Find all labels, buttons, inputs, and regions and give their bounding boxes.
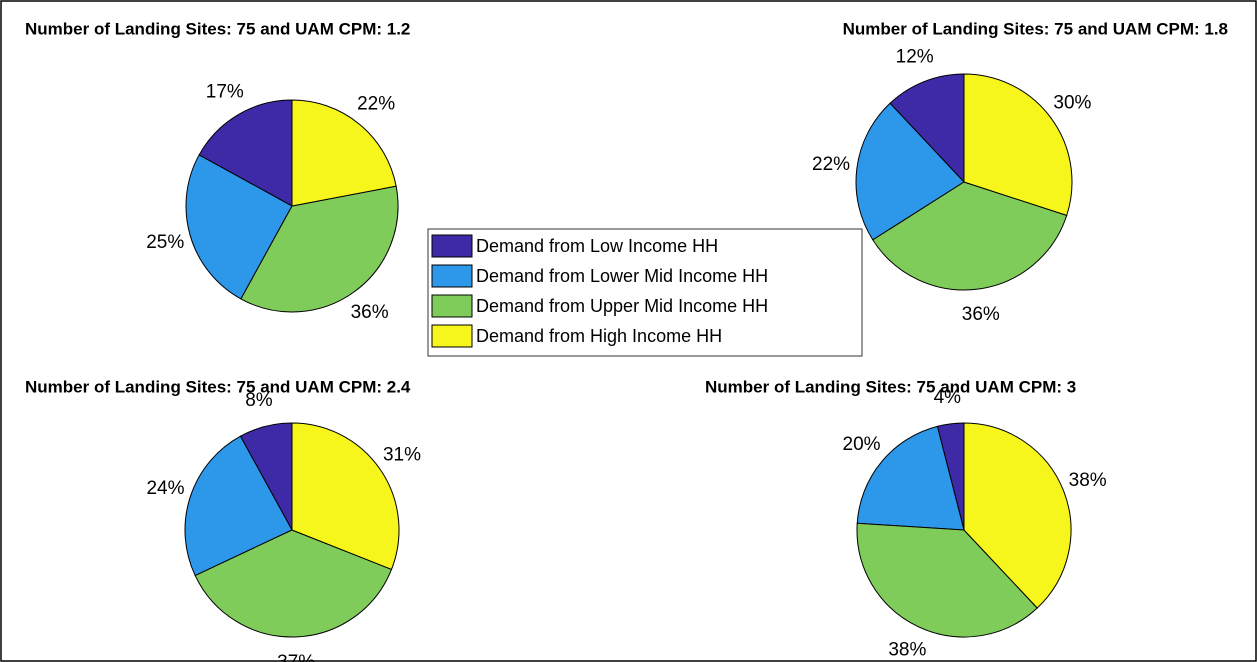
chart-title: Number of Landing Sites: 75 and UAM CPM:… (25, 377, 411, 396)
slice-label: 37% (277, 652, 315, 662)
slice-label: 17% (206, 81, 244, 102)
slice-label: 36% (962, 304, 1000, 325)
slice-label: 22% (357, 93, 395, 114)
slice-label: 31% (383, 444, 421, 465)
slice-label: 22% (812, 154, 850, 175)
slice-label: 30% (1053, 92, 1091, 113)
pie-slice (856, 522, 1038, 638)
pie-slice (855, 102, 965, 241)
legend-label: Demand from Low Income HH (476, 236, 718, 256)
slice-label: 8% (245, 390, 273, 411)
legend-swatch (431, 294, 473, 318)
slice-label: 20% (843, 434, 881, 455)
legend-box (427, 228, 863, 357)
slice-label: 12% (896, 46, 934, 67)
legend-swatch (431, 234, 473, 258)
pie-slice (291, 99, 397, 207)
legend-swatch (431, 324, 473, 348)
pie-slice (889, 73, 965, 184)
pie-slice (184, 435, 293, 577)
pie-slice (198, 99, 293, 207)
pie-slice (872, 181, 1068, 291)
slice-label: 4% (934, 387, 962, 408)
legend-swatch (431, 264, 473, 288)
slice-label: 24% (146, 478, 184, 499)
pie-slice (963, 422, 1072, 609)
pie-slice (291, 422, 400, 571)
slice-label: 25% (146, 232, 184, 253)
legend-label: Demand from Lower Mid Income HH (476, 266, 768, 286)
pie-slice (185, 154, 293, 300)
pie-slice (856, 425, 965, 531)
chart-title: Number of Landing Sites: 75 and UAM CPM:… (25, 19, 410, 38)
pie-slice (963, 73, 1073, 217)
legend-label: Demand from Upper Mid Income HH (476, 296, 768, 316)
slice-label: 36% (351, 302, 389, 323)
slice-label: 38% (888, 639, 926, 660)
chart-title: Number of Landing Sites: 75 and UAM CPM:… (705, 377, 1076, 396)
legend-label: Demand from High Income HH (476, 326, 722, 346)
pie-slice (194, 529, 393, 638)
pie-slice (240, 185, 399, 313)
slice-label: 38% (1069, 470, 1107, 491)
chart-title: Number of Landing Sites: 75 and UAM CPM:… (843, 19, 1228, 38)
